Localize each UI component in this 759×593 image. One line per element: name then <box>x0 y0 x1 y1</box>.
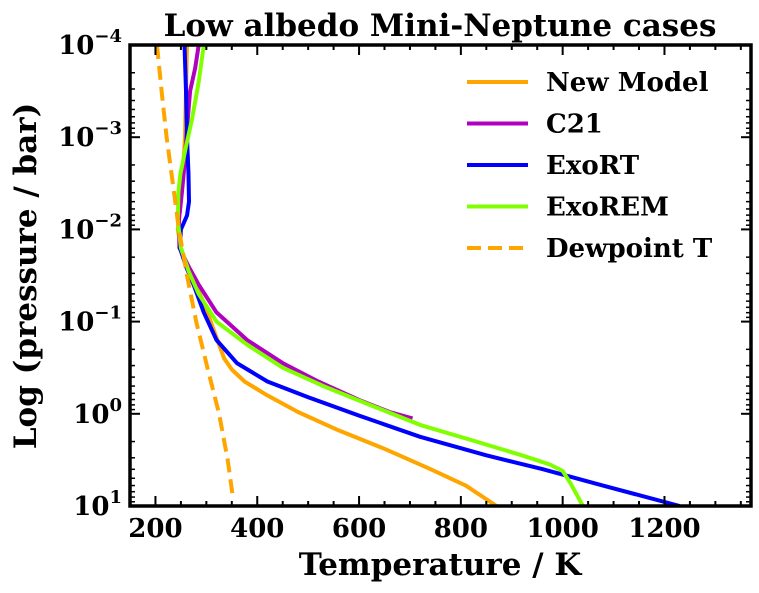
legend: New Model C21 ExoRT ExoREM Dewpoint T <box>467 68 713 264</box>
legend-label: C21 <box>546 110 603 140</box>
x-tick-label: 400 <box>230 514 284 544</box>
series-line-exort <box>177 45 681 506</box>
series-layer <box>155 45 681 506</box>
series-line-dewpoint-t <box>155 45 235 498</box>
y-axis-label: Log (pressure / bar) <box>8 103 44 450</box>
chart-title: Low albedo Mini-Neptune cases <box>164 8 717 44</box>
x-tick-label: 600 <box>332 514 386 544</box>
y-tick-label: 101 <box>73 487 122 522</box>
legend-label: ExoRT <box>546 151 640 181</box>
legend-label: ExoREM <box>546 193 669 223</box>
x-tick-label: 1200 <box>628 514 700 544</box>
x-tick-label: 800 <box>434 514 488 544</box>
series-line-exorem <box>175 45 585 506</box>
y-tick-label: 10−1 <box>58 303 122 338</box>
y-tick-label: 10−2 <box>58 210 122 245</box>
y-tick-label: 100 <box>73 395 122 430</box>
legend-label: New Model <box>546 68 709 98</box>
y-tick-label: 10−3 <box>58 118 122 153</box>
x-tick-label: 200 <box>128 514 182 544</box>
x-tick-label: 1000 <box>526 514 598 544</box>
y-tick-labels: 10−4 10−3 10−2 10−1 100 101 <box>58 26 122 522</box>
x-tick-labels: 200 400 600 800 1000 1200 <box>128 514 700 544</box>
x-axis-label: Temperature / K <box>299 547 583 583</box>
legend-label: Dewpoint T <box>546 234 713 264</box>
y-tick-label: 10−4 <box>58 26 122 61</box>
ticks-layer <box>129 44 751 507</box>
plot-frame <box>128 43 753 508</box>
